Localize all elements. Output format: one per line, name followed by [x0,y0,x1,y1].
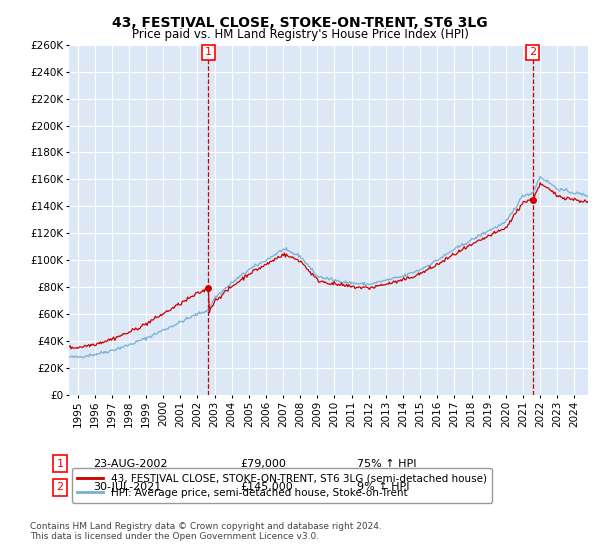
Text: £79,000: £79,000 [240,459,286,469]
Text: 1: 1 [56,459,64,469]
Text: 75% ↑ HPI: 75% ↑ HPI [357,459,416,469]
Text: 1: 1 [205,48,212,58]
Text: £145,000: £145,000 [240,482,293,492]
Text: Contains HM Land Registry data © Crown copyright and database right 2024.
This d: Contains HM Land Registry data © Crown c… [30,522,382,542]
Text: Price paid vs. HM Land Registry's House Price Index (HPI): Price paid vs. HM Land Registry's House … [131,28,469,41]
Text: 23-AUG-2002: 23-AUG-2002 [93,459,167,469]
Text: 43, FESTIVAL CLOSE, STOKE-ON-TRENT, ST6 3LG: 43, FESTIVAL CLOSE, STOKE-ON-TRENT, ST6 … [112,16,488,30]
Text: 30-JUL-2021: 30-JUL-2021 [93,482,161,492]
Legend: 43, FESTIVAL CLOSE, STOKE-ON-TRENT, ST6 3LG (semi-detached house), HPI: Average : 43, FESTIVAL CLOSE, STOKE-ON-TRENT, ST6 … [71,468,493,503]
Text: 2: 2 [529,48,536,58]
Text: 9% ↑ HPI: 9% ↑ HPI [357,482,409,492]
Text: 2: 2 [56,482,64,492]
